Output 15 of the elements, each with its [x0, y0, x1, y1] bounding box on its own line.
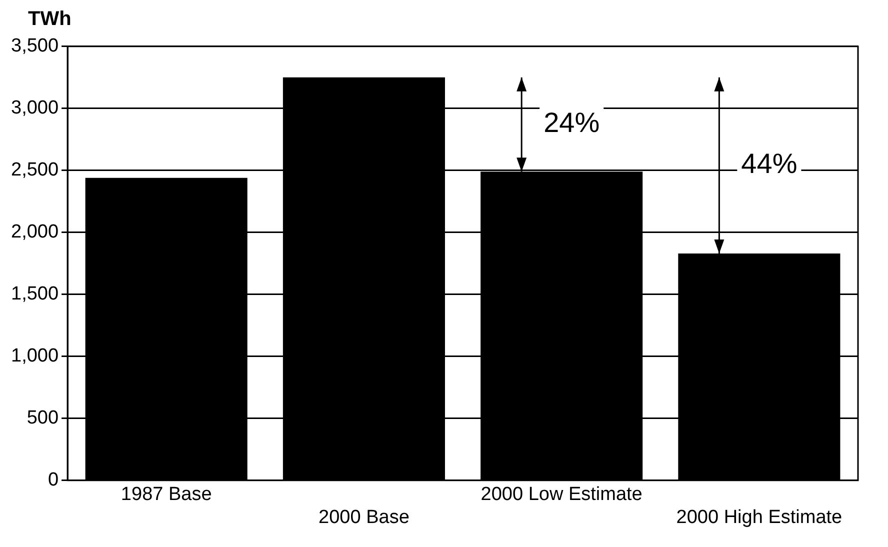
y-tick-label: 1,000 [11, 346, 59, 367]
y-axis-title: TWh [28, 8, 72, 32]
y-tick-label: 3,500 [11, 36, 59, 57]
annotation: 44% [741, 148, 798, 180]
y-tick-label: 0 [48, 470, 59, 491]
x-tick-label: 2000 High Estimate [676, 506, 842, 528]
annotation: 24% [544, 107, 600, 138]
y-tick-label: 2,500 [11, 160, 59, 181]
x-tick-label: 2000 Base [318, 506, 410, 528]
y-tick-label: 500 [26, 408, 59, 429]
x-tick-label: 2000 Low Estimate [480, 484, 642, 506]
x-tick-label: 1987 Base [120, 484, 212, 506]
y-tick-label: 3,000 [11, 98, 59, 119]
y-tick-label: 1,500 [11, 284, 59, 305]
y-tick-label: 2,000 [11, 222, 59, 243]
